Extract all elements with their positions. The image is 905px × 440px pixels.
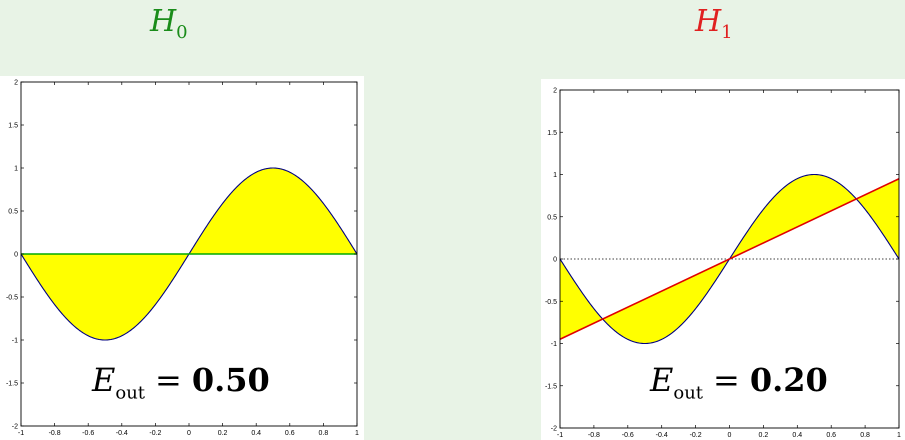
eout-symbol: E bbox=[92, 361, 116, 399]
y-tick-label: 1.5 bbox=[547, 130, 557, 137]
y-tick-label: -1.5 bbox=[545, 383, 557, 390]
title-symbol: H bbox=[150, 4, 177, 39]
y-tick-label: 0.5 bbox=[547, 214, 557, 221]
x-tick-label: -0.6 bbox=[622, 432, 634, 439]
x-tick-label: 0.6 bbox=[826, 432, 836, 439]
x-tick-label: 0.4 bbox=[792, 432, 802, 439]
x-tick-label: -1 bbox=[557, 432, 563, 439]
hypothesis-h0-title: H0 bbox=[150, 4, 188, 51]
x-tick-label: 0.8 bbox=[860, 432, 870, 439]
x-tick-label: 0.4 bbox=[251, 430, 261, 437]
x-tick-label: 1 bbox=[355, 430, 359, 437]
y-tick-label: 0.5 bbox=[8, 209, 18, 216]
eout-equals: = bbox=[713, 361, 740, 399]
x-tick-label: 0.2 bbox=[759, 432, 769, 439]
y-tick-label: -2 bbox=[551, 426, 557, 433]
x-tick-label: -0.4 bbox=[656, 432, 668, 439]
eout-value: 0.20 bbox=[749, 361, 828, 399]
y-tick-label: -2 bbox=[12, 424, 18, 431]
x-tick-label: 0.6 bbox=[285, 430, 295, 437]
y-tick-label: -1 bbox=[12, 338, 18, 345]
x-tick-label: -0.6 bbox=[82, 430, 94, 437]
eout-value: 0.50 bbox=[191, 361, 270, 399]
y-tick-label: 1 bbox=[14, 166, 18, 173]
y-tick-label: 1.5 bbox=[8, 123, 18, 130]
x-tick-label: -0.8 bbox=[588, 432, 600, 439]
title-subscript: 1 bbox=[721, 22, 733, 43]
y-tick-label: 1 bbox=[553, 172, 557, 179]
x-tick-label: -0.2 bbox=[149, 430, 161, 437]
x-tick-label: -0.8 bbox=[49, 430, 61, 437]
y-tick-label: -0.5 bbox=[6, 295, 18, 302]
h1-eout-label: Eout = 0.20 bbox=[650, 362, 828, 411]
h1-plot: -1 -0.8 -0.6 -0.4 -0.2 0 0.2 0.4 0.6 0.8 1 -2 -1.5 -1… bbox=[545, 88, 901, 440]
eout-symbol: E bbox=[650, 361, 674, 399]
y-tick-label: 0 bbox=[553, 257, 557, 264]
x-tick-label: 0.8 bbox=[319, 430, 329, 437]
title-symbol: H bbox=[695, 4, 722, 39]
y-tick-label: -1.5 bbox=[6, 381, 18, 388]
hypothesis-line bbox=[559, 178, 900, 340]
y-tick-label: 2 bbox=[14, 80, 18, 87]
h1-plot-panel: -1 -0.8 -0.6 -0.4 -0.2 0 0.2 0.4 0.6 0.8 1 -2 -1.5 -1… bbox=[541, 79, 905, 440]
y-tick-label: -0.5 bbox=[545, 299, 557, 306]
y-tick-label: 0 bbox=[14, 252, 18, 259]
y-tick-label: 2 bbox=[553, 88, 557, 95]
hypothesis-h1-title: H1 bbox=[695, 4, 733, 51]
x-tick-label: -1 bbox=[18, 430, 24, 437]
eout-subscript: out bbox=[115, 382, 146, 404]
x-tick-label: -0.4 bbox=[116, 430, 128, 437]
h0-plot-panel: -1 -0.8 -0.6 -0.4 -0.2 0 0.2 0.4 0.6 0.8 1 -2 -1.5 -1… bbox=[0, 76, 364, 440]
x-tick-label: -0.2 bbox=[690, 432, 702, 439]
eout-equals: = bbox=[155, 361, 182, 399]
x-tick-label: 1 bbox=[897, 432, 901, 439]
h0-eout-label: Eout = 0.50 bbox=[92, 362, 270, 411]
title-subscript: 0 bbox=[176, 22, 188, 43]
h0-plot: -1 -0.8 -0.6 -0.4 -0.2 0 0.2 0.4 0.6 0.8 1 -2 -1.5 -1… bbox=[6, 80, 359, 438]
x-tick-label: 0 bbox=[187, 430, 191, 437]
x-tick-label: 0 bbox=[728, 432, 732, 439]
x-tick-label: 0.2 bbox=[218, 430, 228, 437]
y-tick-label: -1 bbox=[551, 341, 557, 348]
eout-subscript: out bbox=[673, 382, 704, 404]
